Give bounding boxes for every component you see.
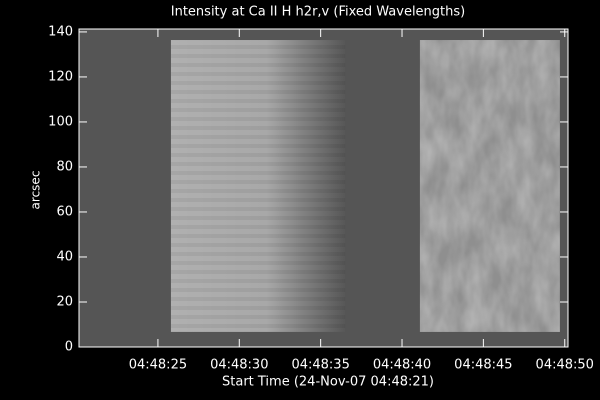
x-axis-label: Start Time (24-Nov-07 04:48:21): [222, 375, 434, 390]
x-tick-label: 04:48:50: [536, 358, 594, 373]
y-tick-label: 60: [56, 204, 73, 219]
x-tick-label: 04:48:35: [291, 358, 349, 373]
image-texture: [170, 40, 346, 332]
y-tick-label: 80: [56, 159, 73, 174]
x-tick-label: 04:48:25: [129, 358, 187, 373]
image-texture: [419, 40, 560, 332]
y-tick-label: 20: [56, 294, 73, 309]
y-tick-label: 40: [56, 249, 73, 264]
y-tick-label: 100: [48, 114, 73, 129]
x-tick-label: 04:48:45: [454, 358, 512, 373]
chart-title: Intensity at Ca II H h2r,v (Fixed Wavele…: [171, 5, 465, 20]
y-tick-label: 140: [48, 24, 73, 39]
y-tick-label: 0: [65, 340, 73, 355]
x-tick-label: 04:48:30: [210, 358, 268, 373]
x-tick-label: 04:48:40: [373, 358, 431, 373]
axis-box: [78, 28, 569, 348]
y-tick-label: 120: [48, 69, 73, 84]
y-axis-label: arcsec: [29, 171, 43, 210]
